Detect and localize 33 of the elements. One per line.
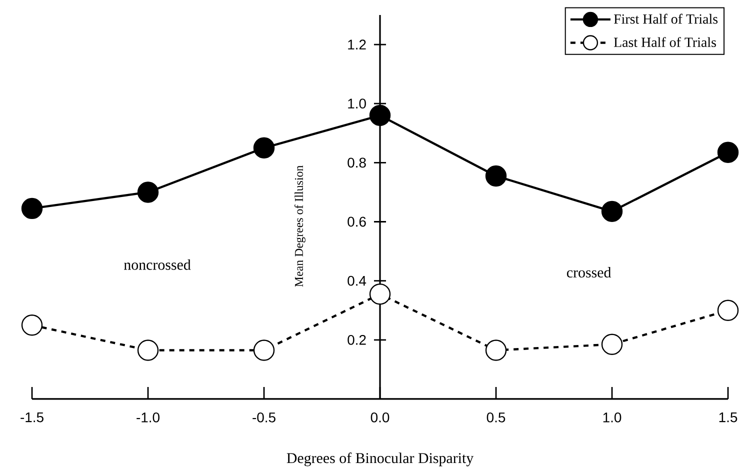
- y-axis-title: Mean Degrees of Illusion: [294, 165, 306, 287]
- point: [717, 142, 739, 163]
- annotation: crossed: [566, 267, 612, 278]
- legend-label: First Half of Trials: [614, 14, 718, 24]
- point: [137, 182, 159, 203]
- x-tick-label: 1.5: [719, 412, 738, 422]
- y-tick-label: 0.2: [348, 334, 366, 345]
- point: [369, 104, 391, 126]
- y-tick-label: 1.0: [348, 98, 366, 109]
- point: [21, 198, 43, 220]
- point: [369, 284, 391, 305]
- annotation: noncrossed: [124, 259, 191, 270]
- y-tick-label: 1.2: [348, 40, 366, 50]
- point: [601, 334, 623, 355]
- point: [253, 340, 275, 361]
- legend-label: Last Half of Trials: [614, 37, 716, 48]
- x-tick-label: 1.0: [603, 412, 622, 422]
- x-tick-label: -0.5: [252, 412, 276, 422]
- y-tick-label: 0.4: [348, 276, 366, 286]
- point: [137, 340, 159, 361]
- point: [21, 314, 43, 336]
- x-axis-title: Degrees of Binocular Disparity: [286, 452, 474, 466]
- point: [601, 200, 623, 222]
- y-tick-label: 0.6: [348, 216, 366, 227]
- y-tick-label: 0.8: [348, 158, 366, 168]
- x-tick-label: 0.0: [370, 412, 390, 422]
- x-tick-label: -1.0: [136, 412, 160, 422]
- x-tick-label: -1.5: [20, 412, 44, 422]
- point: [717, 300, 739, 321]
- point: [485, 340, 507, 361]
- x-tick-label: 0.5: [486, 412, 506, 422]
- point: [485, 165, 507, 187]
- point: [253, 137, 275, 159]
